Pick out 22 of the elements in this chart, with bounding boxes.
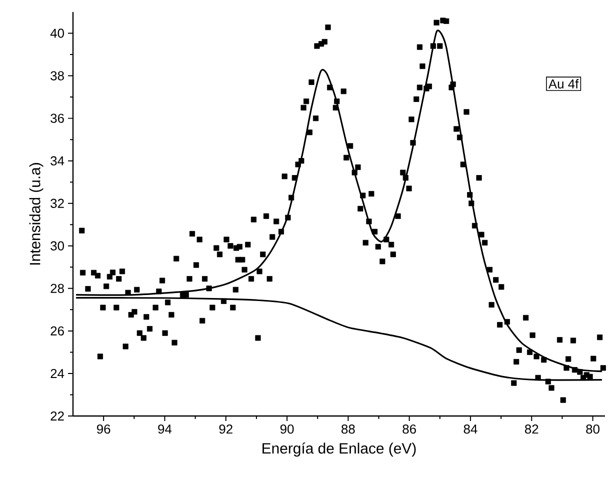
y-tick-label: 34 xyxy=(50,156,64,166)
x-tick-label: 96 xyxy=(96,424,110,434)
x-axis-title: Energía de Enlace (eV) xyxy=(262,442,416,457)
x-tick-label: 90 xyxy=(280,424,294,434)
x-tick-label: 80 xyxy=(586,424,600,434)
y-tick-label: 32 xyxy=(50,198,64,208)
y-tick-label: 30 xyxy=(50,241,64,250)
y-tick-label: 26 xyxy=(50,326,64,336)
x-tick-label: 86 xyxy=(402,424,416,434)
x-tick-label: 84 xyxy=(464,424,478,434)
x-tick-label: 88 xyxy=(342,424,355,434)
y-tick-label: 38 xyxy=(50,71,64,80)
y-axis-title: Intensidad (u.a) xyxy=(29,163,44,265)
x-tick-label: 92 xyxy=(219,424,232,434)
y-tick-label: 24 xyxy=(50,368,64,378)
x-tick-label: 94 xyxy=(158,424,172,434)
y-tick-label: 22 xyxy=(50,411,64,421)
annotation: Au 4f xyxy=(548,79,579,89)
x-tick-label: 82 xyxy=(524,424,538,434)
y-tick-label: 36 xyxy=(50,114,64,123)
y-tick-label: 40 xyxy=(50,28,64,38)
y-tick-label: 28 xyxy=(50,284,64,294)
